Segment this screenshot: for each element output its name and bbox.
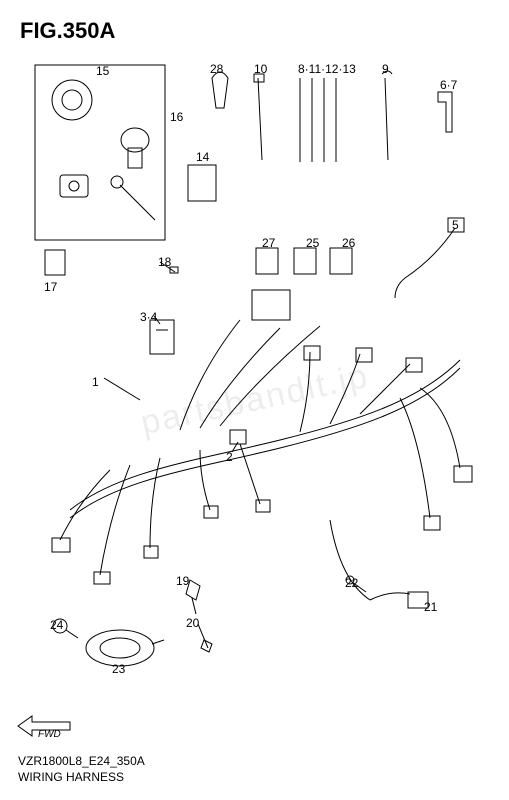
callout-19: 19 <box>176 574 189 588</box>
callout-1: 1 <box>92 375 99 389</box>
callout-25: 25 <box>306 236 319 250</box>
footer-code: VZR1800L8_E24_350A <box>18 754 145 770</box>
callout-23: 23 <box>112 662 125 676</box>
callout-18: 18 <box>158 255 171 269</box>
callout-15: 15 <box>96 64 109 78</box>
callout-2: 2 <box>226 450 233 464</box>
callout-28: 28 <box>210 62 223 76</box>
diagram-lineart <box>0 0 509 800</box>
figure-title: FIG.350A <box>20 18 115 44</box>
callout-27: 27 <box>262 236 275 250</box>
callout-21: 21 <box>424 600 437 614</box>
callout-5: 5 <box>452 218 459 232</box>
callout-20: 20 <box>186 616 199 630</box>
callout-3_4: 3·4 <box>140 310 157 324</box>
callout-16: 16 <box>170 110 183 124</box>
callout-17: 17 <box>44 280 57 294</box>
watermark-text: partsbandit.jp <box>137 357 372 443</box>
callout-9: 9 <box>382 62 389 76</box>
callout-10: 10 <box>254 62 267 76</box>
callout-14: 14 <box>196 150 209 164</box>
callout-26: 26 <box>342 236 355 250</box>
callout-6_7: 6·7 <box>440 78 457 92</box>
fwd-label: FWD <box>38 729 61 740</box>
callout-8_group: 8·11·12·13 <box>298 62 356 76</box>
callout-24: 24 <box>50 618 63 632</box>
callout-22: 22 <box>345 576 358 590</box>
footer-name: WIRING HARNESS <box>18 770 124 784</box>
